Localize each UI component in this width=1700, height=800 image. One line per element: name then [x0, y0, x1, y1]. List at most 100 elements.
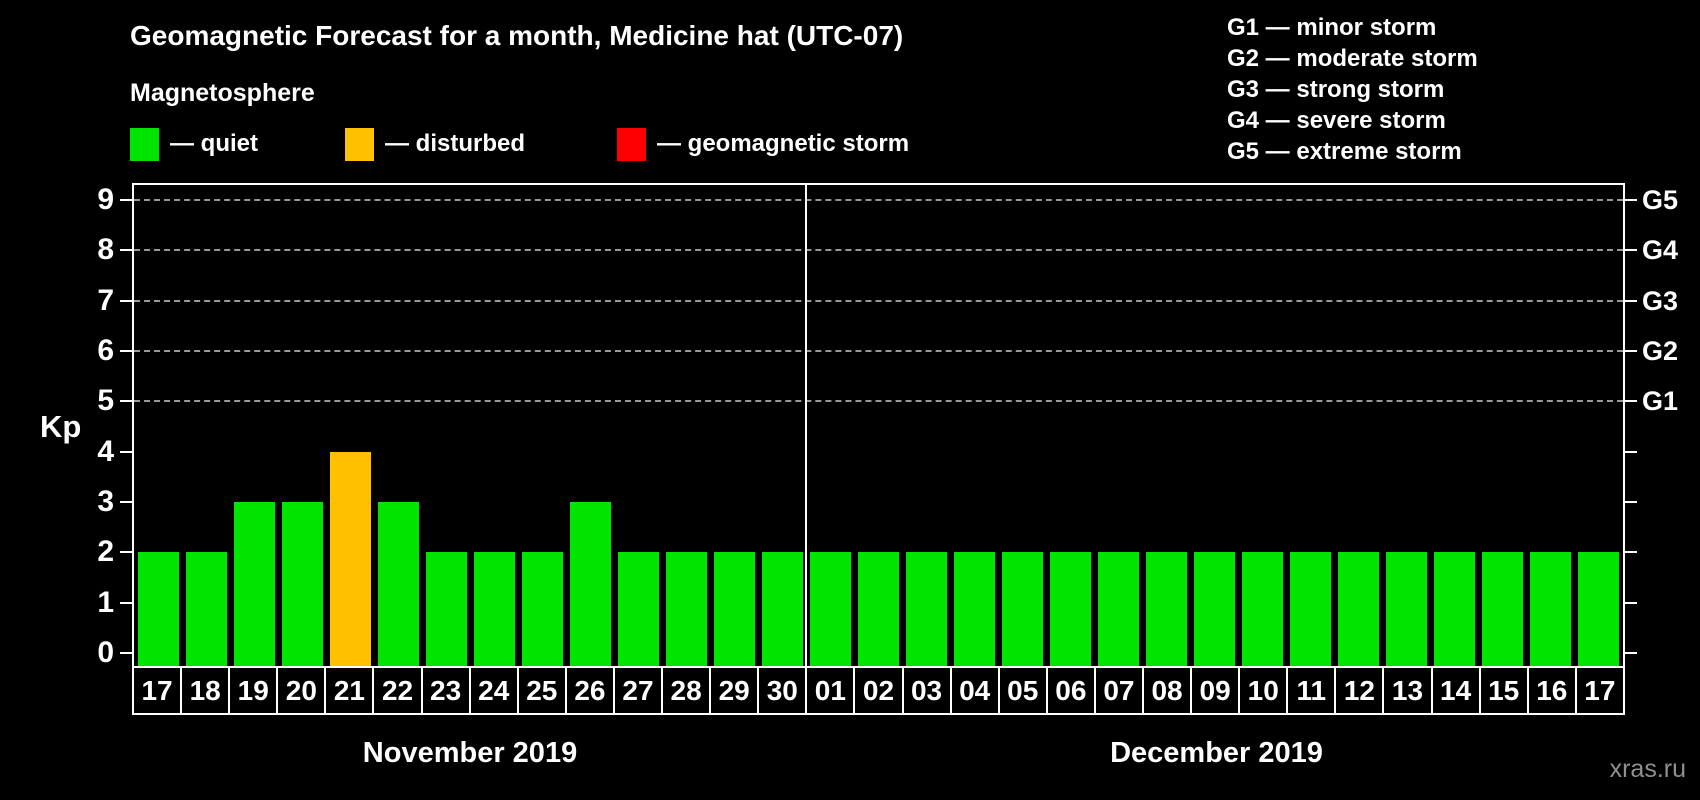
right-axis-label-g2: G2 — [1642, 336, 1679, 367]
y-axis-tick-label-0: 0 — [97, 636, 114, 669]
kp-bar-day-21 — [329, 451, 371, 666]
right-axis-label-g5: G5 — [1642, 185, 1679, 216]
date-cell-20: 20 — [276, 666, 327, 715]
legend-item-disturbed: — disturbed — [345, 126, 525, 162]
g-scale-legend: G1 — minor storm G2 — moderate storm G3 … — [1227, 12, 1478, 167]
kp-bar-day-16 — [1530, 552, 1572, 666]
right-axis-tick-8 — [1625, 249, 1637, 252]
kp-bar-day-19 — [233, 502, 275, 666]
kp-bar-day-15 — [1482, 552, 1524, 666]
disturbed-color-swatch — [345, 127, 374, 161]
date-cell-27: 27 — [612, 666, 664, 715]
date-cell-16: 16 — [1526, 666, 1577, 715]
g4-legend-row: G4 — severe storm — [1227, 107, 1446, 134]
date-cell-30: 30 — [757, 666, 808, 715]
g3-legend-row: G3 — strong storm — [1227, 76, 1445, 103]
kp-bar-day-13 — [1386, 552, 1428, 666]
kp-bar-day-28 — [665, 552, 707, 666]
date-cell-25: 25 — [516, 666, 567, 715]
date-cell-11: 11 — [1286, 666, 1337, 715]
date-cell-17: 17 — [132, 666, 183, 715]
kp-bar-day-22 — [377, 502, 419, 666]
g1-legend-row: G1 — minor storm — [1227, 14, 1437, 41]
date-cell-12: 12 — [1334, 666, 1385, 715]
y-axis-tick-9 — [120, 199, 132, 202]
y-axis-tick-1 — [120, 601, 132, 604]
kp-bar-day-20 — [281, 502, 323, 666]
y-axis-tick-0 — [120, 652, 132, 654]
right-axis-tick-7 — [1625, 299, 1637, 302]
gridline-kp-9 — [134, 199, 1623, 202]
disturbed-label: — disturbed — [385, 130, 526, 157]
date-cell-04: 04 — [949, 666, 1000, 715]
right-axis-tick-1 — [1625, 601, 1637, 604]
y-axis-tick-6 — [120, 350, 132, 353]
date-cell-01: 01 — [805, 666, 856, 715]
y-axis-title: Kp — [40, 409, 82, 444]
month-label-december: December 2019 — [1110, 737, 1323, 769]
kp-bar-day-27 — [617, 552, 659, 666]
g2-legend-row: G2 — moderate storm — [1227, 45, 1478, 72]
xras-watermark: xras.ru — [1609, 755, 1686, 783]
date-cell-22: 22 — [372, 666, 423, 715]
storm-label: — geomagnetic storm — [657, 130, 910, 157]
date-cell-14: 14 — [1430, 666, 1481, 715]
date-axis-row: 17 18 19 20 21 22 23 24 25 26 27 28 29 30 01 02 03 04 05 06… — [132, 666, 1625, 715]
g5-legend-row: G5 — extreme storm — [1227, 138, 1462, 165]
y-axis-tick-label-3: 3 — [97, 485, 114, 518]
right-axis-tick-9 — [1625, 199, 1637, 202]
date-cell-17: 17 — [1574, 666, 1625, 715]
y-axis-tick-label-4: 4 — [97, 434, 114, 468]
kp-bar-day-12 — [1338, 552, 1380, 666]
right-axis-tick-0 — [1625, 652, 1637, 654]
right-axis-label-g1: G1 — [1642, 386, 1679, 417]
kp-bar-day-26 — [569, 502, 611, 666]
gridline-kp-6 — [134, 350, 1623, 353]
kp-bar-day-25 — [521, 552, 563, 666]
kp-bar-day-23 — [425, 552, 467, 666]
y-axis-tick-7 — [120, 299, 132, 302]
right-axis-tick-2 — [1625, 551, 1637, 554]
y-axis-tick-label-9: 9 — [97, 183, 114, 217]
y-axis-tick-label-2: 2 — [97, 535, 114, 569]
storm-color-swatch — [617, 127, 646, 161]
date-cell-13: 13 — [1382, 666, 1433, 715]
kp-bar-day-30 — [761, 552, 803, 666]
gridline-kp-8 — [134, 249, 1623, 252]
chart-title: Geomagnetic Forecast for a month, Medici… — [130, 20, 904, 51]
date-cell-15: 15 — [1478, 666, 1529, 715]
month-divider-line — [805, 185, 808, 666]
kp-bar-day-10 — [1242, 552, 1284, 666]
kp-bar-day-09 — [1194, 552, 1236, 666]
kp-bar-day-24 — [473, 552, 515, 666]
y-axis-tick-4 — [120, 450, 132, 453]
date-cell-28: 28 — [661, 666, 712, 715]
right-axis-tick-4 — [1625, 450, 1637, 453]
kp-bar-day-02 — [858, 552, 899, 666]
kp-bar-day-04 — [954, 552, 996, 666]
date-cell-05: 05 — [997, 666, 1048, 715]
y-axis-tick-3 — [120, 501, 132, 503]
kp-bar-day-06 — [1050, 552, 1092, 666]
kp-bar-day-08 — [1146, 552, 1188, 666]
y-axis-tick-label-1: 1 — [97, 585, 114, 619]
quiet-label: — quiet — [170, 130, 258, 157]
date-cell-09: 09 — [1190, 666, 1241, 715]
right-axis-label-g3: G3 — [1642, 285, 1679, 316]
date-cell-23: 23 — [420, 666, 471, 715]
kp-bar-day-29 — [713, 552, 755, 666]
gridline-kp-7 — [134, 299, 1623, 302]
y-axis-tick-8 — [120, 249, 132, 252]
gridline-kp-5 — [134, 400, 1623, 403]
right-axis-tick-3 — [1625, 501, 1637, 503]
y-axis-tick-2 — [120, 551, 132, 554]
date-cell-08: 08 — [1141, 666, 1193, 715]
right-axis-tick-5 — [1625, 400, 1637, 403]
date-cell-03: 03 — [901, 666, 952, 715]
date-cell-29: 29 — [709, 666, 760, 715]
quiet-color-swatch — [130, 127, 159, 161]
right-axis-label-g4: G4 — [1642, 235, 1679, 266]
legend-item-quiet: — quiet — [130, 126, 258, 162]
kp-bar-day-01 — [809, 552, 851, 666]
